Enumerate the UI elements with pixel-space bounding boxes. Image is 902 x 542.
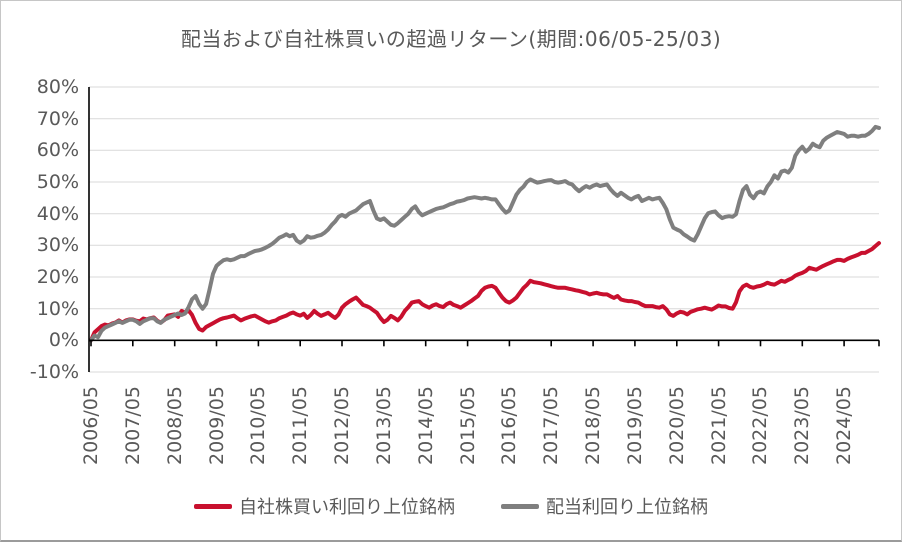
y-tick-label: 30% [36, 234, 79, 256]
dividend-series-line [89, 124, 881, 343]
legend-label-buyback: 自社株買い利回り上位銘柄 [239, 497, 455, 518]
legend-label-dividend: 配当利回り上位銘柄 [546, 497, 708, 518]
buyback-series-line [89, 241, 881, 343]
x-tick-label: 2010/05 [247, 386, 269, 465]
x-tick-label: 2017/05 [540, 386, 562, 465]
buyback-line-swatch [194, 503, 232, 509]
y-tick-label: 80% [36, 76, 79, 98]
x-tick-label: 2016/05 [498, 386, 520, 465]
x-tick-label: 2015/05 [457, 386, 479, 465]
x-tick-label: 2020/05 [666, 386, 688, 465]
legend: 自社株買い利回り上位銘柄 配当利回り上位銘柄 [1, 493, 901, 519]
y-tick-label: 50% [36, 171, 79, 193]
x-tick-label: 2014/05 [415, 386, 437, 465]
x-tick-label: 2018/05 [582, 386, 604, 465]
y-tick-label: 10% [36, 298, 79, 320]
dividend-line-swatch [501, 503, 539, 509]
x-tick-label: 2007/05 [122, 386, 144, 465]
x-tick-label: 2006/05 [80, 386, 102, 465]
y-tick-label: 60% [36, 139, 79, 161]
legend-item-dividend: 配当利回り上位銘柄 [501, 493, 708, 519]
y-tick-label: 0% [48, 329, 79, 351]
legend-item-buyback: 自社株買い利回り上位銘柄 [194, 493, 455, 519]
y-tick-label: 40% [36, 203, 79, 225]
x-tick-label: 2022/05 [749, 386, 771, 465]
x-tick-label: 2023/05 [791, 386, 813, 465]
x-tick-label: 2019/05 [624, 386, 646, 465]
x-tick-label: 2011/05 [289, 386, 311, 465]
x-tick-label: 2013/05 [373, 386, 395, 465]
y-tick-label: 70% [36, 108, 79, 130]
x-tick-label: 2012/05 [331, 386, 353, 465]
x-tick-label: 2009/05 [206, 386, 228, 465]
y-tick-label: 20% [36, 266, 79, 288]
y-tick-label: -10% [29, 361, 79, 383]
x-tick-label: 2021/05 [708, 386, 730, 465]
chart-title: 配当および自社株買いの超過リターン(期間:06/05-25/03) [180, 27, 722, 51]
x-tick-label: 2008/05 [164, 386, 186, 465]
x-tick-label: 2024/05 [833, 386, 855, 465]
